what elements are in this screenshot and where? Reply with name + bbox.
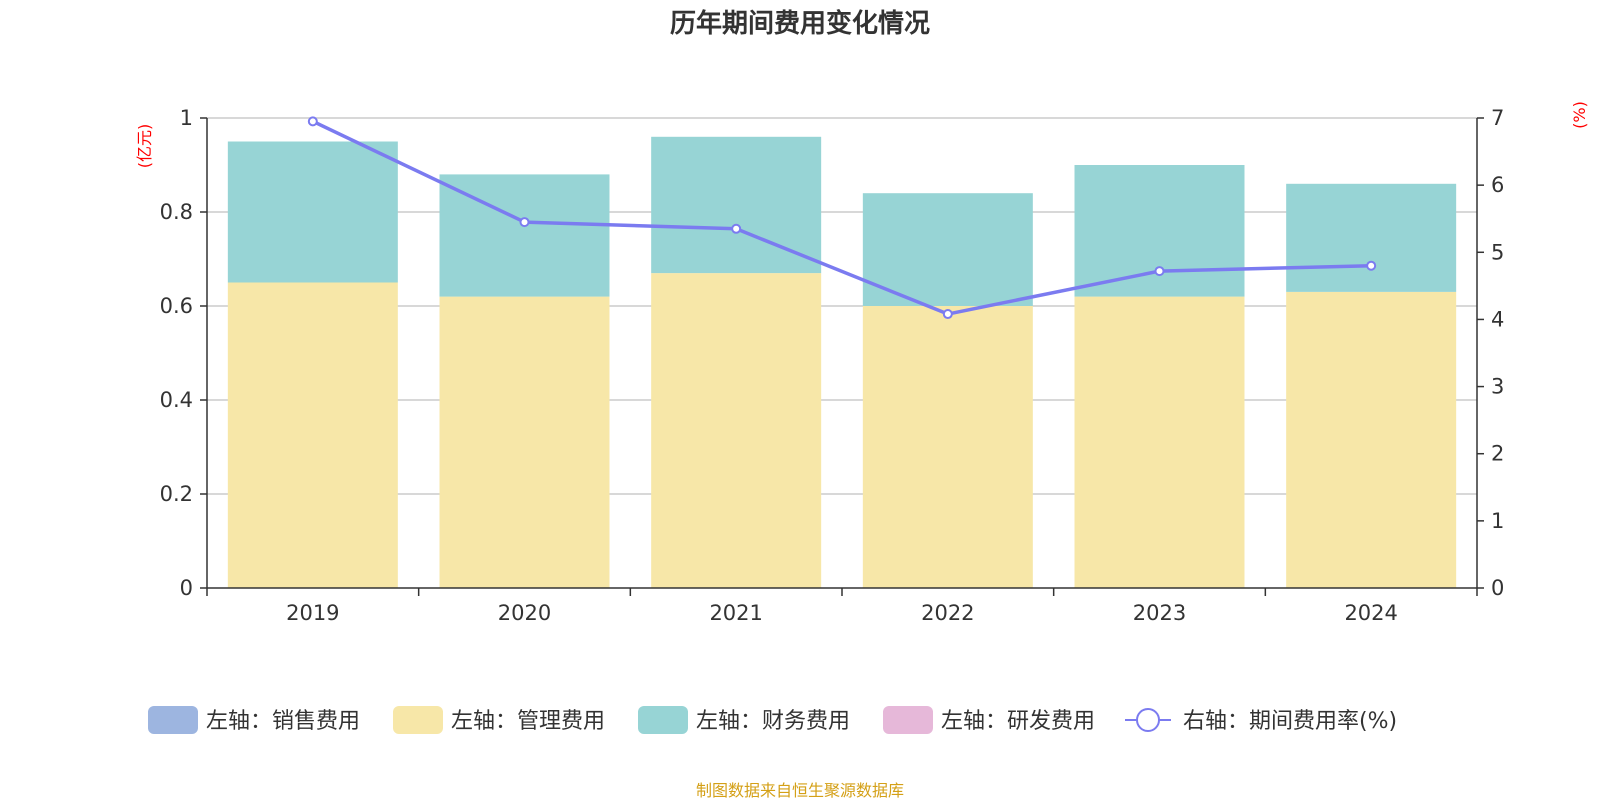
- legend-marker: [1136, 708, 1160, 732]
- bar-segment: [1074, 296, 1245, 588]
- bar-segment: [1286, 291, 1457, 588]
- legend: 左轴：销售费用 左轴：管理费用 左轴：财务费用 左轴：研发费用 右轴：期间费用率(%): [148, 706, 1397, 734]
- right-axis-unit: (%): [1570, 101, 1589, 129]
- left-axis-tick-label: 0.8: [160, 200, 193, 224]
- right-axis-tick-label: 7: [1491, 106, 1504, 130]
- x-axis-tick-label: 2022: [921, 601, 974, 625]
- left-axis-tick-label: 0: [180, 576, 193, 600]
- rate-point: [519, 217, 530, 228]
- bar-segment: [862, 306, 1033, 588]
- legend-label: 左轴：管理费用: [451, 709, 605, 734]
- right-axis-tick-label: 3: [1491, 375, 1504, 399]
- legend-label: 右轴：期间费用率(%): [1183, 709, 1397, 734]
- rate-point: [1154, 266, 1165, 277]
- right-axis-tick-label: 2: [1491, 442, 1504, 466]
- rate-point: [731, 223, 742, 234]
- legend-swatch: [148, 706, 198, 734]
- right-axis-tick-label: 4: [1491, 307, 1504, 331]
- legend-label: 左轴：研发费用: [941, 709, 1095, 734]
- left-axis-tick-label: 0.2: [160, 482, 193, 506]
- x-axis-tick-label: 2023: [1133, 601, 1186, 625]
- left-axis-tick-label: 0.6: [160, 294, 193, 318]
- legend-swatch: [883, 706, 933, 734]
- x-axis-tick-label: 2021: [709, 601, 762, 625]
- bar-segment: [227, 282, 398, 588]
- right-axis-tick-label: 6: [1491, 173, 1504, 197]
- chart-title: 历年期间费用变化情况: [670, 8, 930, 39]
- source-note: 制图数据来自恒生聚源数据库: [696, 781, 904, 800]
- line-series-layer: [307, 116, 1377, 320]
- legend-label: 左轴：财务费用: [696, 709, 850, 734]
- legend-swatch: [638, 706, 688, 734]
- gridlines: [207, 117, 1477, 495]
- bar-segment: [227, 141, 398, 283]
- rate-point: [942, 309, 953, 320]
- bar-segment: [862, 193, 1033, 306]
- bars-layer: [227, 136, 1457, 588]
- left-axis-tick-label: 0.4: [160, 388, 193, 412]
- right-axis-tick-label: 1: [1491, 509, 1504, 533]
- left-axis-unit: (亿元): [135, 124, 154, 169]
- legend-swatch: [393, 706, 443, 734]
- rate-line: [312, 119, 1372, 316]
- right-axis-tick-label: 5: [1491, 240, 1504, 264]
- bar-segment: [1286, 183, 1457, 292]
- right-axis-tick-label: 0: [1491, 576, 1504, 600]
- x-axis-tick-label: 2024: [1344, 601, 1397, 625]
- bar-segment: [1074, 165, 1245, 297]
- legend-label: 左轴：销售费用: [206, 709, 360, 734]
- x-axis-tick-label: 2019: [286, 601, 339, 625]
- left-axis-tick-label: 1: [180, 106, 193, 130]
- bar-segment: [651, 273, 822, 588]
- rate-point: [307, 116, 318, 127]
- rate-point: [1366, 260, 1377, 271]
- bar-segment: [439, 296, 610, 588]
- x-axis-tick-label: 2020: [498, 601, 551, 625]
- axes-layer: 0 0.2 0.4 0.6 0.8 1 0 1 2 3 4 5 6 7 2019 2020 2021 2022 20…: [160, 106, 1505, 625]
